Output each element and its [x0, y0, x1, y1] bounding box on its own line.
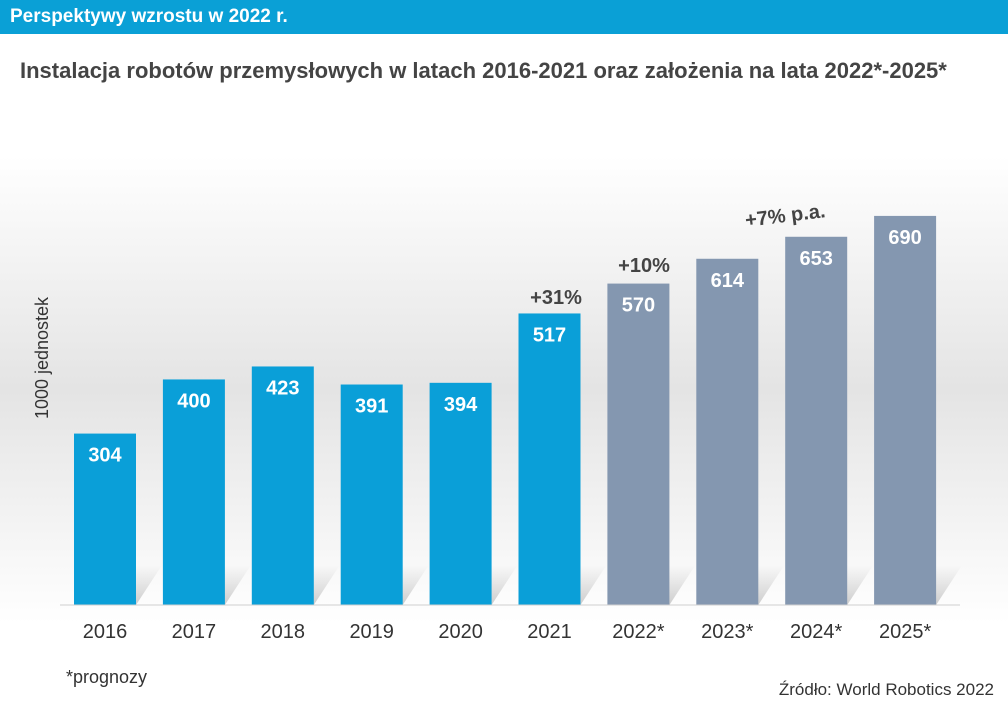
value-label: 517: [533, 324, 566, 346]
x-tick-label: 2021: [527, 621, 572, 643]
x-tick-label: 2023*: [701, 621, 753, 643]
growth-annotation: +7% p.a.: [744, 200, 827, 232]
bar-2016: [74, 433, 136, 605]
x-tick-label: 2017: [172, 621, 217, 643]
bar-2022: [607, 283, 670, 605]
bar-2021: [518, 313, 581, 605]
growth-annotation: +10%: [618, 255, 670, 277]
value-label: 391: [355, 396, 388, 418]
bar-2019: [340, 384, 403, 605]
bar-2025: [874, 215, 937, 605]
x-tick-label: 2019: [349, 621, 394, 643]
value-label: 690: [888, 227, 921, 249]
value-label: 570: [622, 295, 655, 317]
value-label: 653: [800, 248, 833, 270]
x-tick-label: 2022*: [612, 621, 664, 643]
bar-2017: [162, 379, 225, 605]
x-tick-label: 2018: [261, 621, 306, 643]
x-tick-label: 2025*: [879, 621, 931, 643]
x-tick-label: 2020: [438, 621, 483, 643]
value-label: 614: [711, 270, 745, 292]
bar-2020: [429, 382, 492, 605]
growth-annotation: +31%: [530, 287, 582, 309]
footnote: *prognozy: [66, 667, 148, 687]
header-title: Perspektywy wzrostu w 2022 r.: [10, 6, 288, 27]
bar-2023: [696, 258, 759, 605]
y-axis-label: 1000 jednostek: [32, 296, 52, 419]
bar-2024: [785, 236, 848, 605]
value-label: 394: [444, 394, 478, 416]
x-tick-label: 2024*: [790, 621, 842, 643]
bar-2018: [251, 366, 314, 605]
value-label: 304: [88, 445, 122, 467]
value-label: 400: [177, 390, 210, 412]
chart-title: Instalacja robotów przemysłowych w latac…: [20, 58, 947, 83]
header-bar: Perspektywy wzrostu w 2022 r.: [0, 0, 1008, 34]
x-tick-label: 2016: [83, 621, 128, 643]
source-note: Źródło: World Robotics 2022: [778, 680, 994, 699]
value-label: 423: [266, 377, 299, 399]
